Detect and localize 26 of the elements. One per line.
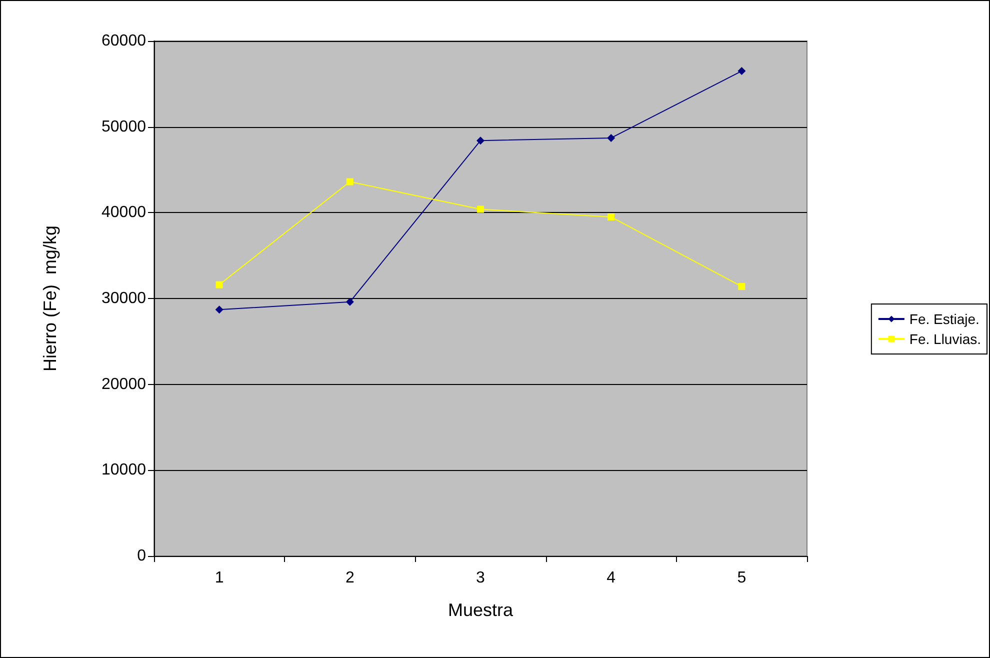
point xyxy=(346,298,354,306)
point xyxy=(477,206,484,213)
x-tick-label: 2 xyxy=(345,570,354,586)
y-tick-label: 20000 xyxy=(102,376,146,393)
y-axis-title: Hierro (Fe) mg/kg xyxy=(40,225,60,372)
point xyxy=(216,281,223,288)
y-tick-label: 10000 xyxy=(102,462,146,479)
point xyxy=(738,67,746,76)
x-axis-title: Muestra xyxy=(448,600,514,620)
point xyxy=(476,136,484,145)
point xyxy=(607,134,616,142)
point xyxy=(608,213,615,220)
y-tick-label: 0 xyxy=(137,548,146,564)
legend-label: Fe. Estiaje. xyxy=(909,311,980,327)
y-tick-label: 40000 xyxy=(102,204,146,222)
x-tick-label: 4 xyxy=(606,570,616,586)
x-tick-label: 5 xyxy=(737,570,746,586)
y-tick-label: 50000 xyxy=(102,118,146,136)
y-tick-label: 30000 xyxy=(102,290,146,307)
point xyxy=(738,282,746,290)
y-tick-label: 60000 xyxy=(102,32,146,50)
x-tick-label: 3 xyxy=(476,570,486,586)
point xyxy=(346,178,354,186)
x-tick-label: 1 xyxy=(214,570,224,586)
point xyxy=(215,306,224,314)
legend-label: Fe. Lluvias. xyxy=(909,331,982,347)
